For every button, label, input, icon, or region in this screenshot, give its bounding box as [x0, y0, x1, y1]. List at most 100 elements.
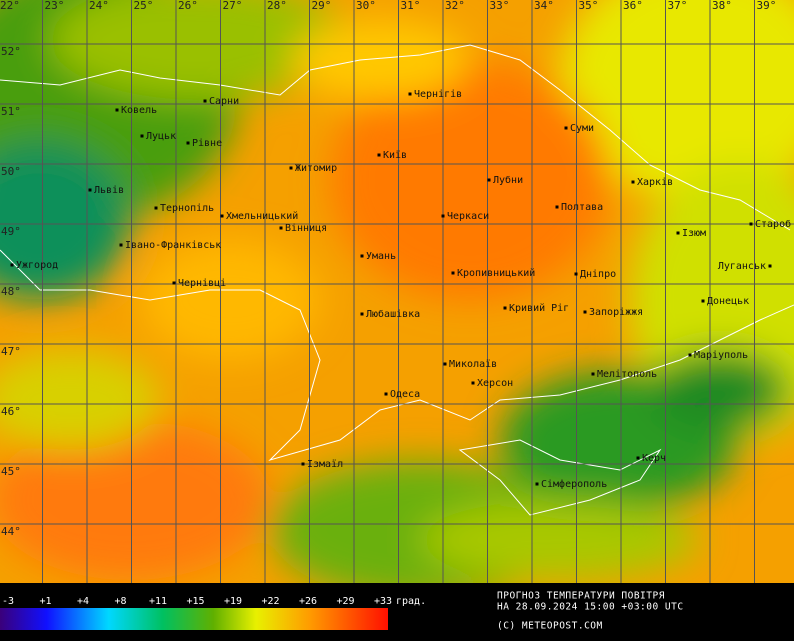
city-label: Полтава	[561, 202, 603, 213]
city-dot	[360, 254, 364, 258]
longitude-label: 32°	[445, 0, 465, 12]
city-label: Запоріжжя	[589, 306, 643, 318]
longitude-label: 25°	[134, 0, 154, 12]
longitude-label: 33°	[490, 0, 510, 12]
city-dot	[535, 482, 539, 486]
legend-label: +19	[224, 596, 242, 607]
city-label: Тернопіль	[160, 202, 214, 214]
city-dot	[154, 206, 158, 210]
city-label: Одеса	[390, 389, 420, 400]
latitude-label: 44°	[1, 525, 21, 538]
legend-label: +4	[77, 596, 89, 607]
city-label: Харків	[637, 176, 673, 188]
city-label: Івано-Франківськ	[125, 239, 221, 251]
city-label: Житомир	[295, 163, 337, 174]
city-dot	[441, 214, 445, 218]
latitude-label: 50°	[1, 165, 21, 178]
city-label: Ковель	[121, 105, 157, 116]
legend-unit: град.	[396, 596, 426, 607]
city-label: Чернігів	[414, 88, 462, 100]
city-label: Ізмаїл	[307, 459, 343, 470]
city-label: Любашівка	[366, 308, 420, 320]
city-label: Луцьк	[146, 131, 176, 142]
city-label: Херсон	[477, 378, 513, 389]
city-label: Лубни	[493, 174, 523, 186]
longitude-label: 36°	[623, 0, 643, 12]
city-dot	[88, 188, 92, 192]
latitude-label: 46°	[1, 405, 21, 418]
borders	[0, 44, 794, 516]
city-label: Керч	[642, 453, 666, 464]
city-dot	[591, 372, 595, 376]
city-dot	[471, 381, 475, 385]
longitude-label: 23°	[45, 0, 65, 12]
city-label: Миколаїв	[449, 359, 497, 370]
city-label: Рівне	[192, 137, 222, 149]
latitude-label: 52°	[1, 45, 21, 58]
city-dot	[408, 92, 412, 96]
longitude-label: 35°	[579, 0, 599, 12]
city-dot	[119, 243, 123, 247]
city-label: Суми	[570, 123, 594, 134]
longitude-label: 34°	[534, 0, 554, 12]
city-dot	[451, 271, 455, 275]
city-dot	[443, 362, 447, 366]
longitude-label: 37°	[668, 0, 688, 12]
city-label: Кривий Ріг	[509, 302, 569, 314]
city-dot	[10, 263, 14, 267]
legend-label: +1	[39, 596, 51, 607]
longitude-label: 24°	[89, 0, 109, 12]
city-dot	[384, 392, 388, 396]
city-dot	[583, 310, 587, 314]
longitude-label: 29°	[312, 0, 332, 12]
city-dot	[636, 456, 640, 460]
color-scale	[0, 608, 388, 630]
city-label: Донецьк	[707, 296, 749, 307]
city-label: Черкаси	[447, 211, 489, 222]
city-label: Львів	[94, 184, 124, 196]
longitude-label: 22°	[0, 0, 20, 12]
city-dot	[487, 178, 491, 182]
longitude-label: 38°	[712, 0, 732, 12]
temperature-field	[0, 0, 794, 583]
city-dot	[631, 180, 635, 184]
city-label: Дніпро	[580, 268, 616, 280]
city-label: Мелітополь	[597, 368, 657, 380]
longitude-label: 31°	[401, 0, 421, 12]
city-dot	[301, 462, 305, 466]
longitude-label: 26°	[178, 0, 198, 12]
city-dot	[289, 166, 293, 170]
latitude-label: 47°	[1, 345, 21, 358]
latitude-label: 51°	[1, 105, 21, 118]
city-dot	[688, 353, 692, 357]
graticule	[0, 0, 794, 583]
legend-label: +8	[114, 596, 126, 607]
legend-label: +11	[149, 596, 167, 607]
city-dot	[115, 108, 119, 112]
city-label: Київ	[383, 150, 407, 161]
city-label: Сімферополь	[541, 478, 607, 490]
city-dot	[172, 281, 176, 285]
legend-label: -3	[2, 596, 14, 607]
legend-label: +33	[374, 596, 392, 607]
city-label: Умань	[366, 251, 396, 262]
city-dot	[186, 141, 190, 145]
city-dot	[140, 134, 144, 138]
city-dot	[564, 126, 568, 130]
caption-title: ПРОГНОЗ ТЕМПЕРАТУРИ ПОВІТРЯ	[497, 591, 665, 602]
legend-label: +29	[336, 596, 354, 607]
legend-label: +22	[261, 596, 279, 607]
city-dot	[203, 99, 207, 103]
city-label: Луганськ	[718, 261, 766, 272]
city-dot	[360, 312, 364, 316]
city-dot	[701, 299, 705, 303]
longitude-label: 27°	[223, 0, 243, 12]
city-dot	[503, 306, 507, 310]
legend-label: +15	[186, 596, 204, 607]
longitude-label: 39°	[757, 0, 777, 12]
city-label: Кропивницький	[457, 267, 535, 279]
latitude-label: 49°	[1, 225, 21, 238]
legend-label: +26	[299, 596, 317, 607]
city-label: Сарни	[209, 96, 239, 107]
